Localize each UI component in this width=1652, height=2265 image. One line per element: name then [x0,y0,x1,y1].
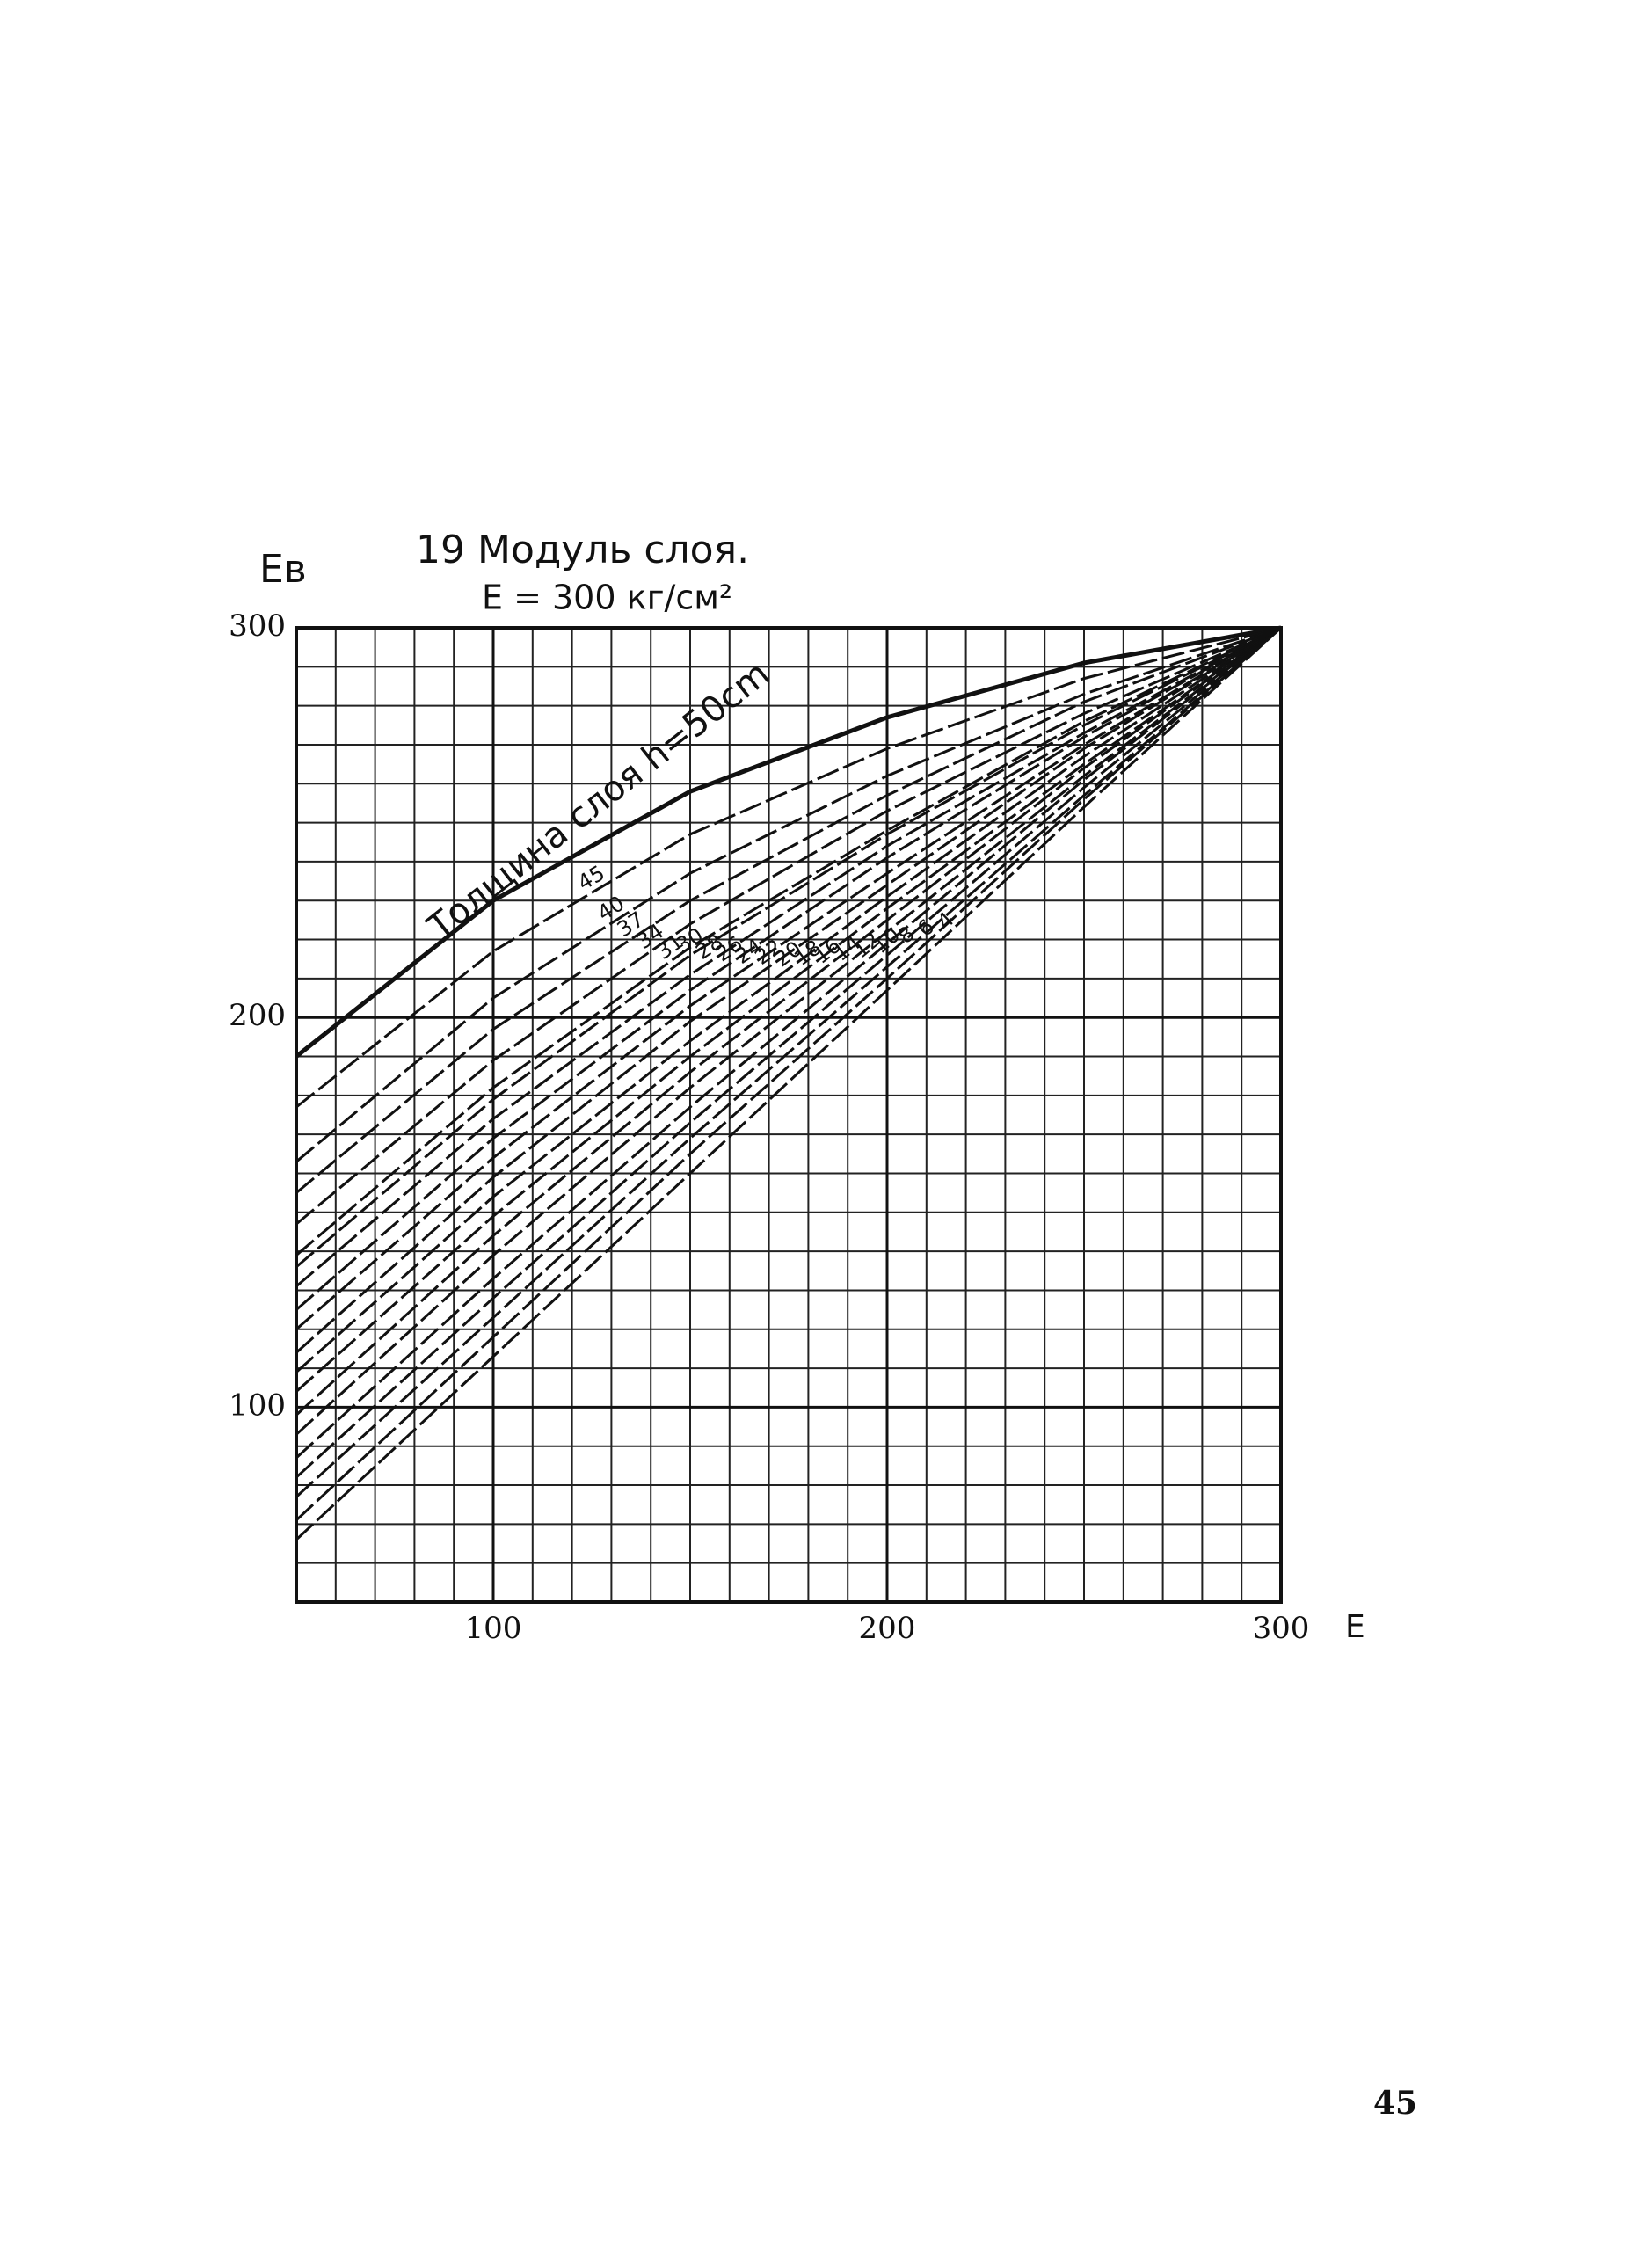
x-axis-label: E [1345,1609,1365,1645]
curve [295,626,1282,1354]
curve [295,626,1282,1163]
curve [295,626,1283,1541]
curve [295,626,1282,1436]
x-tick-label: 300 [1253,1611,1310,1646]
curve [295,626,1282,1498]
curve [295,626,1282,1373]
curve [295,625,1282,1059]
chart-subtitle: E = 300 кг/см² [482,579,732,617]
x-tick-label: 100 [465,1611,522,1646]
y-tick-label: 300 [229,608,286,644]
chart-title: 19 Модуль слоя. [416,528,749,572]
curve [295,626,1282,1226]
page-number: 45 [1373,2085,1417,2122]
curve [295,626,1282,1311]
y-axis-label: Eв [259,547,307,592]
y-tick-label: 200 [229,998,286,1033]
curve [295,626,1282,1194]
curve [295,626,1282,1288]
curve [295,626,1282,1417]
curve [295,626,1282,1109]
curve [295,626,1282,1330]
curve [295,626,1282,1522]
curve [295,626,1282,1479]
plot-frame [295,626,1283,1604]
curve-label: 45 [573,861,609,896]
curve [295,626,1282,1268]
y-tick-label: 100 [229,1387,286,1423]
x-tick-label: 200 [859,1611,916,1646]
curve [295,626,1282,1460]
curve [295,626,1282,1393]
curve [295,626,1282,1256]
